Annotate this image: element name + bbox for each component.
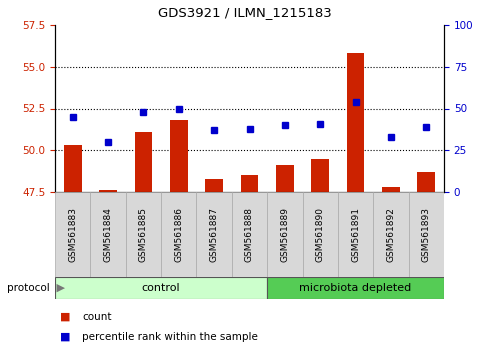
Bar	[417, 172, 434, 192]
Text: control: control	[142, 283, 180, 293]
Bar	[302, 192, 337, 277]
Text: GSM561893: GSM561893	[421, 207, 430, 262]
Text: GSM561891: GSM561891	[350, 207, 359, 262]
Text: protocol: protocol	[7, 283, 50, 293]
Bar	[64, 145, 81, 192]
Text: GSM561892: GSM561892	[386, 207, 395, 262]
Bar	[240, 175, 258, 192]
Bar	[372, 192, 408, 277]
Text: GSM561889: GSM561889	[280, 207, 289, 262]
Bar	[275, 165, 293, 192]
Text: GDS3921 / ILMN_1215183: GDS3921 / ILMN_1215183	[157, 6, 331, 19]
Bar	[55, 192, 90, 277]
Text: GSM561887: GSM561887	[209, 207, 218, 262]
Bar	[381, 187, 399, 192]
Bar	[134, 132, 152, 192]
Bar	[205, 179, 223, 192]
Text: GSM561886: GSM561886	[174, 207, 183, 262]
Bar	[266, 277, 443, 299]
Bar	[125, 192, 161, 277]
Bar	[170, 120, 187, 192]
Bar	[337, 192, 372, 277]
Bar	[161, 192, 196, 277]
Text: ■: ■	[60, 312, 70, 321]
Text: ▶: ▶	[52, 283, 64, 293]
Text: GSM561888: GSM561888	[244, 207, 253, 262]
Bar	[90, 192, 125, 277]
Bar	[196, 192, 231, 277]
Text: GSM561885: GSM561885	[139, 207, 147, 262]
Bar	[408, 192, 443, 277]
Text: percentile rank within the sample: percentile rank within the sample	[81, 331, 257, 342]
Bar	[99, 190, 117, 192]
Bar	[231, 192, 266, 277]
Text: microbiota depleted: microbiota depleted	[299, 283, 411, 293]
Text: ■: ■	[60, 331, 70, 342]
Bar	[346, 53, 364, 192]
Bar	[55, 277, 266, 299]
Bar	[266, 192, 302, 277]
Text: GSM561884: GSM561884	[103, 207, 112, 262]
Text: GSM561890: GSM561890	[315, 207, 324, 262]
Bar	[311, 159, 328, 192]
Text: GSM561883: GSM561883	[68, 207, 77, 262]
Text: count: count	[81, 312, 111, 321]
